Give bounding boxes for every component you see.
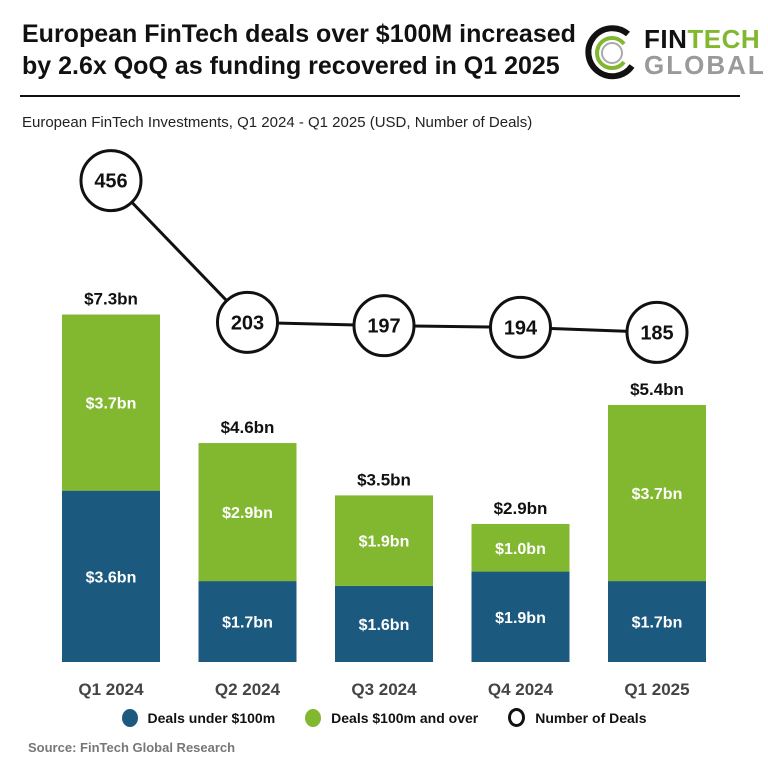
segment-label: $1.9bn bbox=[359, 534, 410, 551]
legend-item-over: Deals $100m and over bbox=[305, 708, 478, 727]
segment-label: $1.9bn bbox=[495, 610, 546, 627]
title-divider bbox=[20, 95, 740, 97]
deals-marker bbox=[216, 290, 279, 354]
legend-label-under: Deals under $100m bbox=[147, 709, 276, 726]
chart-plot: $3.6bn $3.7bn $7.3bn Q1 2024 $1.7bn $2.9bn $4.… bbox=[62, 149, 706, 699]
legend-label-over: Deals $100m and over bbox=[331, 709, 479, 726]
segment-label: $1.7bn bbox=[222, 615, 273, 632]
legend-swatch-deals bbox=[508, 708, 526, 727]
fintech-global-logo: FINTECH GLOBAL bbox=[584, 22, 764, 82]
source-note: Source: FinTech Global Research bbox=[28, 740, 236, 755]
deals-marker bbox=[625, 300, 689, 364]
segment-label: $1.7bn bbox=[632, 615, 683, 632]
bar-segment bbox=[198, 581, 297, 662]
segment-label: $3.6bn bbox=[86, 569, 137, 586]
deals-label: 456 bbox=[94, 171, 127, 193]
bar-segment bbox=[608, 404, 706, 582]
deals-marker bbox=[489, 295, 552, 359]
bar-segment bbox=[471, 523, 570, 572]
bar-segment bbox=[335, 585, 433, 662]
title-line-2: by 2.6x QoQ as funding recovered in Q1 2… bbox=[22, 52, 560, 80]
deals-label: 203 bbox=[231, 312, 264, 334]
page-title: European FinTech deals over $100M increa… bbox=[22, 18, 582, 82]
bar-segment bbox=[62, 490, 160, 662]
logo-ring-icon bbox=[585, 25, 635, 80]
segment-label: $3.7bn bbox=[632, 486, 683, 503]
bar-segment bbox=[471, 571, 570, 662]
legend-item-under: Deals under $100m bbox=[121, 708, 276, 727]
deals-label: 194 bbox=[504, 317, 538, 339]
total-label: $4.6bn bbox=[221, 418, 275, 437]
deals-marker bbox=[79, 149, 143, 213]
segment-label: $3.7bn bbox=[86, 396, 137, 413]
x-tick-label: Q1 2025 bbox=[624, 680, 689, 699]
segment-label: $2.9bn bbox=[222, 505, 273, 522]
segment-label: $1.0bn bbox=[495, 541, 546, 558]
x-tick-label: Q4 2024 bbox=[488, 680, 554, 699]
x-tick-label: Q1 2024 bbox=[78, 680, 144, 699]
legend-swatch-over bbox=[305, 708, 322, 727]
x-tick-label: Q2 2024 bbox=[215, 680, 281, 699]
bar-segment bbox=[335, 495, 433, 586]
legend: Deals under $100m Deals $100m and over N… bbox=[0, 708, 768, 727]
chart-subtitle: European FinTech Investments, Q1 2024 - … bbox=[22, 114, 533, 131]
bar-segment bbox=[198, 443, 297, 582]
bar-segment bbox=[62, 314, 160, 491]
total-label: $5.4bn bbox=[630, 380, 684, 399]
total-label: $7.3bn bbox=[84, 290, 138, 309]
deals-marker bbox=[352, 294, 416, 358]
total-label: $3.5bn bbox=[357, 470, 411, 489]
legend-label-deals: Number of Deals bbox=[535, 709, 647, 726]
x-tick-label: Q3 2024 bbox=[351, 680, 417, 699]
segment-label: $1.6bn bbox=[359, 617, 410, 634]
legend-item-deals: Number of Deals bbox=[508, 708, 646, 727]
total-label: $2.9bn bbox=[494, 499, 548, 518]
title-line-1: European FinTech deals over $100M increa… bbox=[22, 20, 576, 48]
deals-label: 185 bbox=[640, 322, 673, 344]
bar-segment bbox=[608, 581, 706, 662]
legend-swatch-under bbox=[121, 708, 138, 727]
deals-label: 197 bbox=[367, 316, 400, 338]
